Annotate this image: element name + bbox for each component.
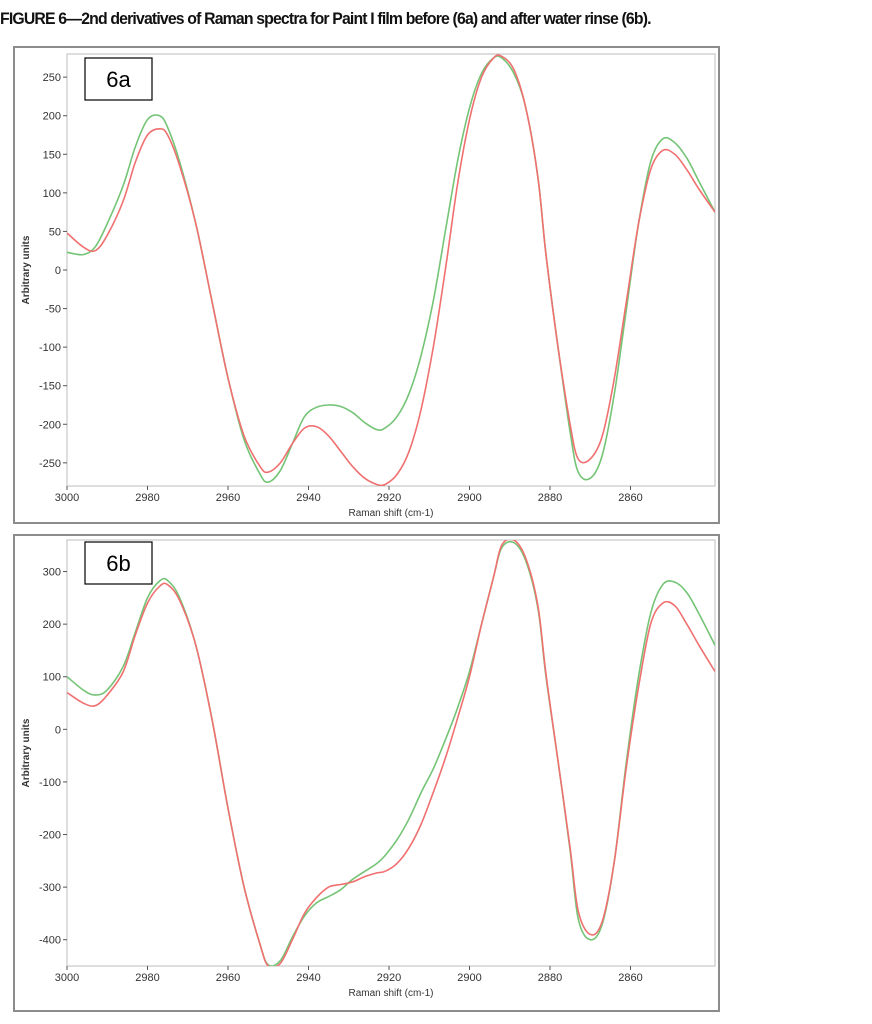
series-line-red: [67, 540, 715, 966]
x-tick-label: 3000: [55, 972, 79, 984]
y-tick-label: -200: [39, 419, 61, 431]
x-tick-label: 2960: [216, 972, 240, 984]
figure-caption: FIGURE 6—2nd derivatives of Raman spectr…: [0, 9, 652, 28]
y-tick-label: 300: [43, 567, 61, 579]
y-tick-label: -150: [39, 381, 61, 393]
chart-6b-svg: 300 200 100 0 -100 -200 -300 -400 3000 2980 2960 29…: [21, 539, 716, 999]
y-tick-label: -300: [39, 882, 61, 894]
x-tick-label: 3000: [55, 492, 79, 504]
x-tick-label: 2920: [377, 972, 401, 984]
panel-label: 6b: [106, 551, 130, 576]
plot-frame: [66, 539, 716, 967]
y-tick-label: -100: [39, 777, 61, 789]
x-axis-label: Raman shift (cm-1): [348, 988, 433, 999]
y-tick-label: -50: [45, 304, 61, 316]
x-tick-label: 2900: [457, 972, 481, 984]
x-tick-label: 2860: [618, 972, 642, 984]
y-axis-label: Arbitrary units: [21, 235, 32, 304]
chart-6a-svg: 250 200 150 100 50 0 -50 -100 -150 -200 -250 3000 29…: [21, 53, 716, 519]
y-axis-label: Arbitrary units: [21, 718, 32, 787]
x-tick-label: 2900: [457, 492, 481, 504]
y-tick-label: 0: [55, 724, 61, 736]
x-axis-label: Raman shift (cm-1): [348, 508, 433, 519]
y-tick-label: -250: [39, 458, 61, 470]
series-line-red: [67, 54, 715, 486]
x-tick-label: 2940: [296, 972, 320, 984]
x-tick-label: 2860: [618, 492, 642, 504]
panel-label: 6a: [106, 67, 131, 92]
y-tick-label: 0: [55, 265, 61, 277]
series-line-green: [67, 55, 715, 484]
chart-panel-6b: 300 200 100 0 -100 -200 -300 -400 3000 2980 2960 29…: [13, 534, 720, 1012]
y-tick-label: -100: [39, 342, 61, 354]
y-tick-label: -200: [39, 830, 61, 842]
chart-panel-6a: 250 200 150 100 50 0 -50 -100 -150 -200 -250 3000 29…: [13, 46, 720, 524]
x-tick-label: 2980: [135, 492, 159, 504]
x-tick-label: 2880: [538, 972, 562, 984]
series-line-green: [67, 540, 715, 966]
y-tick-label: 150: [43, 149, 61, 161]
y-tick-label: 100: [43, 188, 61, 200]
y-tick-label: 100: [43, 672, 61, 684]
y-tick-label: -400: [39, 935, 61, 947]
x-tick-label: 2880: [538, 492, 562, 504]
x-tick-label: 2960: [216, 492, 240, 504]
x-tick-label: 2980: [135, 972, 159, 984]
panel-label-box: [84, 57, 153, 101]
y-tick-label: 200: [43, 619, 61, 631]
y-tick-label: 50: [49, 226, 61, 238]
y-tick-label: 200: [43, 111, 61, 123]
y-tick-label: 250: [43, 72, 61, 84]
x-tick-label: 2920: [377, 492, 401, 504]
panel-label-box: [84, 541, 153, 585]
x-tick-label: 2940: [296, 492, 320, 504]
